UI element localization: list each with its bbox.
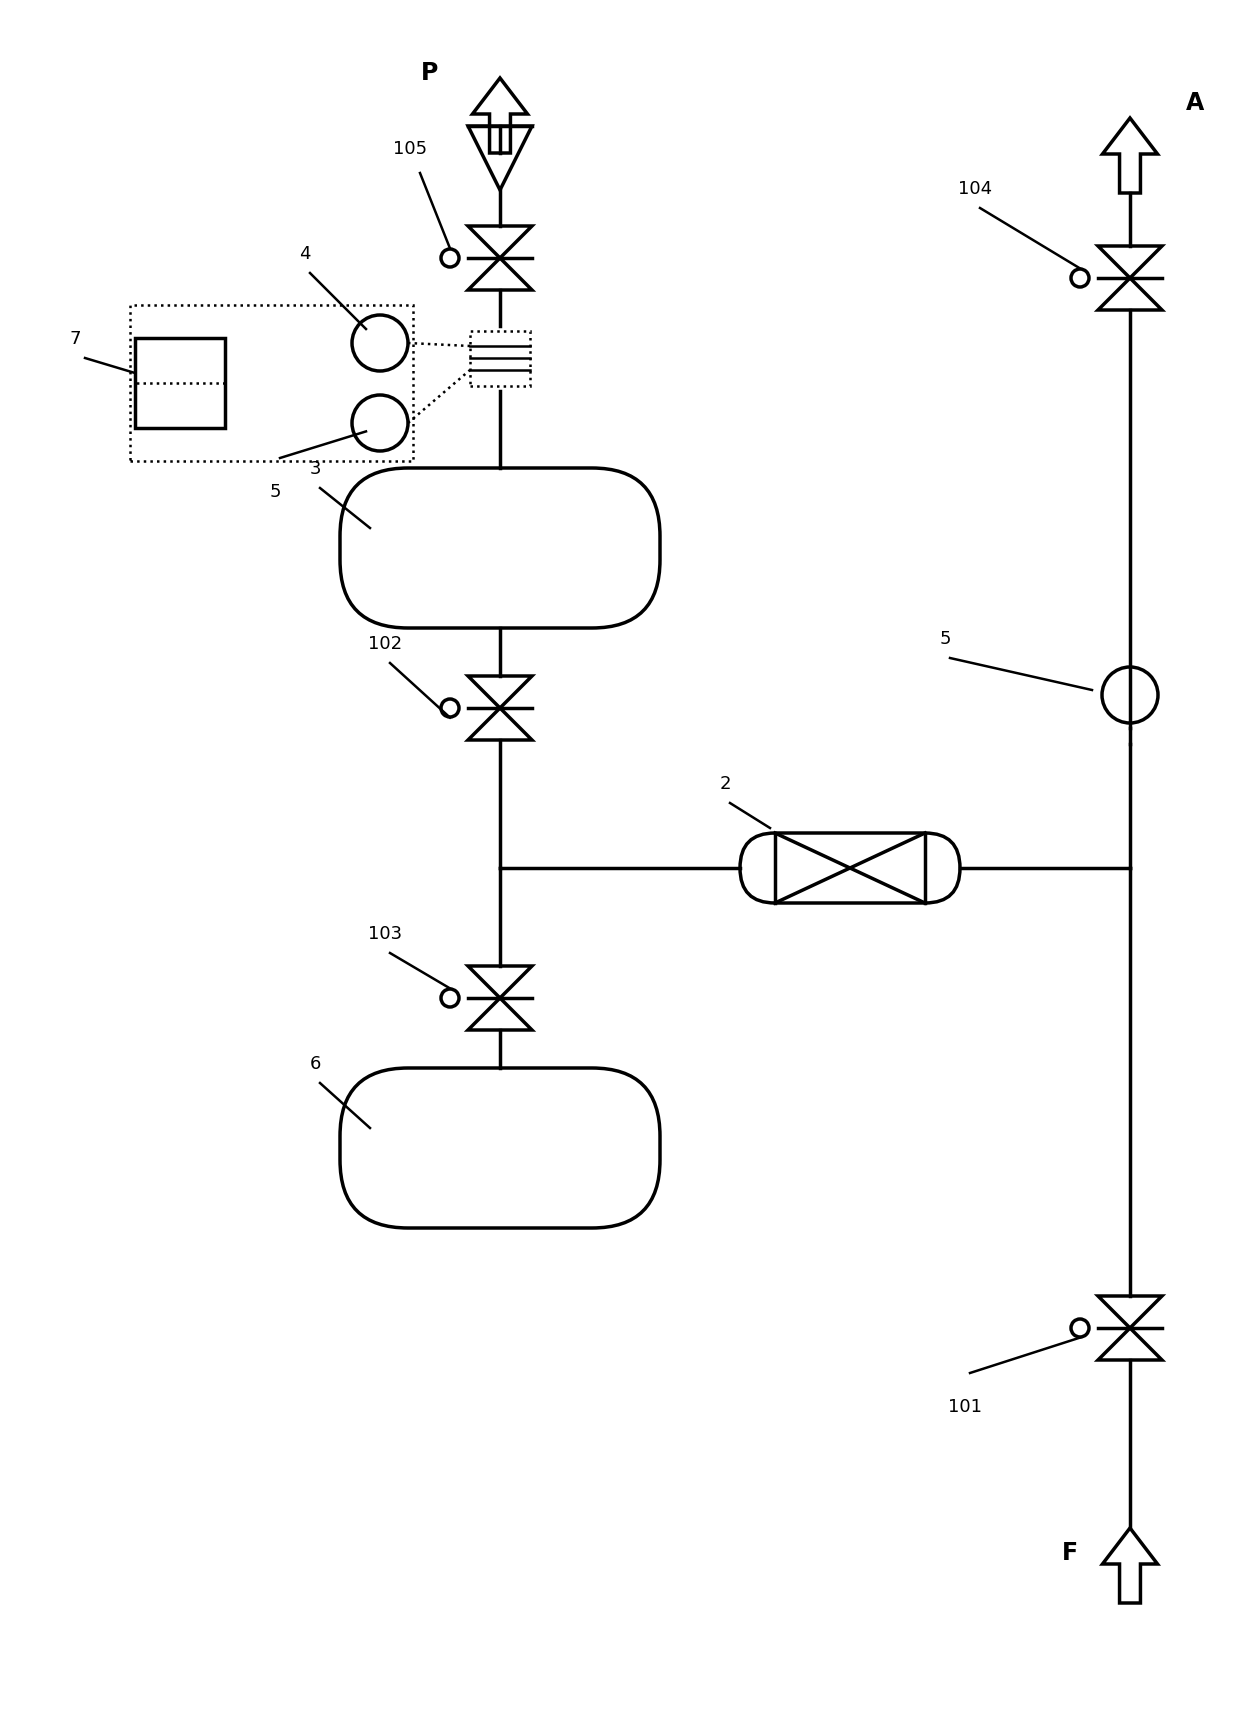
Text: 5: 5 <box>269 484 280 501</box>
Text: 7: 7 <box>69 330 81 347</box>
Text: 4: 4 <box>299 245 311 263</box>
Text: 3: 3 <box>309 460 321 479</box>
Text: F: F <box>1061 1541 1078 1566</box>
Bar <box>470 330 529 385</box>
Text: 101: 101 <box>949 1398 982 1415</box>
Text: 104: 104 <box>959 180 992 199</box>
Text: 105: 105 <box>393 140 427 157</box>
Text: 6: 6 <box>309 1056 321 1073</box>
Text: 2: 2 <box>719 774 730 793</box>
Text: 103: 103 <box>368 924 402 943</box>
Bar <box>130 306 413 461</box>
Text: P: P <box>422 60 439 85</box>
Text: 5: 5 <box>939 631 951 648</box>
Bar <box>135 339 224 429</box>
Text: A: A <box>1185 92 1204 116</box>
Text: 102: 102 <box>368 634 402 653</box>
